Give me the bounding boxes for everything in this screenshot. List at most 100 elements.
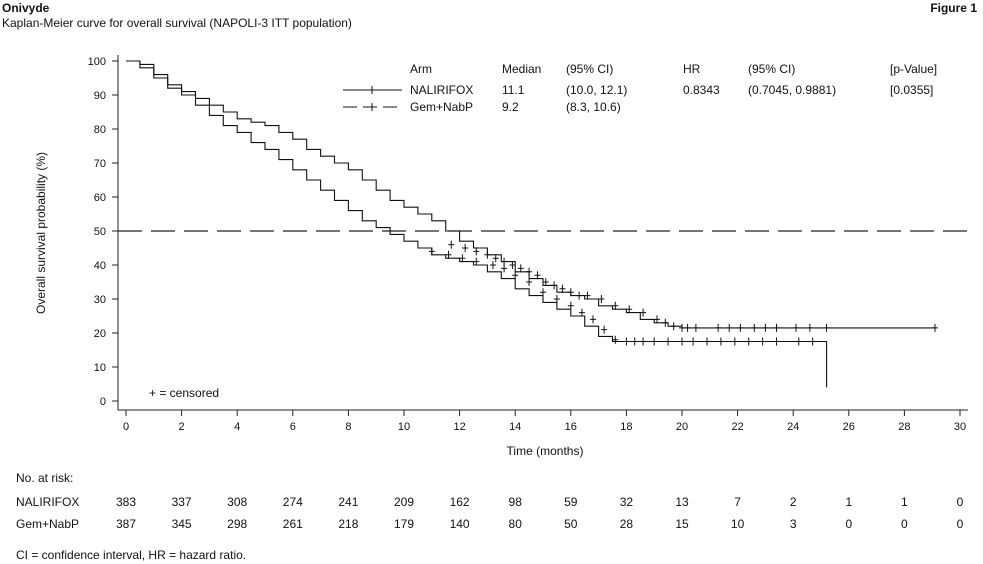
censor-mark bbox=[795, 337, 802, 346]
at-risk-value: 32 bbox=[620, 495, 634, 509]
censor-mark bbox=[584, 291, 591, 300]
legend-cell: (0.7045, 0.9881) bbox=[748, 83, 836, 97]
censor-mark bbox=[653, 315, 660, 324]
censor-mark bbox=[601, 325, 608, 334]
censor-mark bbox=[462, 244, 469, 252]
censor-mark bbox=[759, 337, 766, 346]
censor-mark bbox=[428, 247, 435, 256]
x-tick-label: 0 bbox=[123, 421, 129, 433]
at-risk-value: 218 bbox=[338, 517, 358, 531]
censor-mark bbox=[715, 323, 722, 332]
y-axis-label: Overall survival probability (%) bbox=[34, 152, 48, 314]
legend-header: (95% CI) bbox=[748, 62, 795, 76]
x-tick-label: 18 bbox=[620, 421, 632, 433]
at-risk-value: 261 bbox=[283, 517, 303, 531]
censor-mark bbox=[567, 288, 574, 297]
at-risk-value: 1 bbox=[845, 495, 852, 509]
censor-mark bbox=[762, 323, 769, 332]
footnote: CI = confidence interval, HR = hazard ra… bbox=[16, 548, 247, 562]
x-tick-label: 16 bbox=[565, 421, 577, 433]
x-tick-label: 2 bbox=[179, 421, 185, 433]
at-risk-value: 50 bbox=[564, 517, 578, 531]
censor-mark bbox=[773, 323, 780, 332]
at-risk-value: 80 bbox=[509, 517, 523, 531]
x-tick-label: 20 bbox=[676, 421, 688, 433]
censor-mark bbox=[590, 315, 597, 324]
at-risk-value: 241 bbox=[338, 495, 358, 509]
censored-note: + = censored bbox=[149, 386, 219, 400]
censor-mark bbox=[509, 261, 516, 269]
at-risk-value: 0 bbox=[845, 517, 852, 531]
censor-mark bbox=[473, 247, 480, 256]
y-tick-label: 80 bbox=[94, 124, 106, 136]
y-tick-label: 0 bbox=[100, 396, 106, 408]
x-tick-label: 28 bbox=[898, 421, 910, 433]
legend: Arm Median (95% CI) HR (95% CI) [p-Value] NALI… bbox=[343, 62, 937, 114]
at-risk-value: 179 bbox=[394, 517, 414, 531]
censor-mark bbox=[792, 323, 799, 332]
censor-mark bbox=[704, 337, 711, 346]
censor-mark bbox=[737, 323, 744, 332]
censor-mark bbox=[684, 323, 691, 332]
at-risk-row-label: Gem+NabP bbox=[16, 517, 79, 531]
censor-mark bbox=[526, 267, 533, 276]
legend-header: Median bbox=[502, 62, 541, 76]
y-tick-label: 10 bbox=[94, 362, 106, 374]
censor-mark bbox=[809, 337, 816, 346]
at-risk-value: 3 bbox=[790, 517, 797, 531]
x-tick-label: 10 bbox=[398, 421, 410, 433]
censor-mark bbox=[665, 337, 672, 346]
at-risk-value: 7 bbox=[734, 495, 741, 509]
censor-mark bbox=[751, 323, 758, 332]
series-line-1 bbox=[126, 60, 828, 388]
x-tick-label: 6 bbox=[290, 421, 296, 433]
censor-mark bbox=[823, 323, 830, 332]
censor-mark bbox=[773, 337, 780, 346]
censor-mark bbox=[651, 337, 658, 346]
censor-mark bbox=[517, 264, 524, 273]
censor-mark bbox=[501, 257, 508, 266]
censor-mark bbox=[679, 323, 685, 332]
censor-mark bbox=[484, 250, 491, 259]
at-risk-value: 298 bbox=[227, 517, 247, 531]
y-tick-label: 30 bbox=[94, 294, 106, 306]
censor-mark bbox=[612, 301, 619, 310]
legend-cell: NALIRIFOX bbox=[410, 83, 473, 97]
legend-cell: Gem+NabP bbox=[410, 100, 473, 114]
brand-title: Onivyde bbox=[2, 1, 50, 15]
y-tick-label: 100 bbox=[88, 56, 106, 68]
x-tick-label: 12 bbox=[453, 421, 465, 433]
x-axis-label: Time (months) bbox=[507, 444, 584, 458]
at-risk-value: 0 bbox=[957, 517, 964, 531]
page-header: Onivyde Kaplan-Meier curve for overall s… bbox=[2, 1, 352, 31]
censor-mark bbox=[576, 291, 583, 300]
at-risk-table: No. at risk: NALIRIFOX 383 337 308 274 241 209 1… bbox=[16, 471, 964, 531]
at-risk-value: 0 bbox=[957, 495, 964, 509]
censor-mark bbox=[526, 278, 533, 286]
at-risk-value: 2 bbox=[790, 495, 797, 509]
y-tick-label: 70 bbox=[94, 158, 106, 170]
at-risk-value: 162 bbox=[450, 495, 470, 509]
censor-mark bbox=[459, 254, 466, 263]
censor-mark bbox=[578, 308, 585, 317]
legend-header: HR bbox=[683, 62, 701, 76]
censor-mark bbox=[640, 308, 647, 317]
censor-mark bbox=[670, 322, 677, 331]
censor-mark bbox=[612, 335, 619, 344]
censor-mark bbox=[473, 257, 480, 266]
at-risk-title: No. at risk: bbox=[16, 471, 73, 485]
at-risk-value: 15 bbox=[675, 517, 689, 531]
at-risk-value: 28 bbox=[620, 517, 634, 531]
legend-header: (95% CI) bbox=[566, 62, 613, 76]
at-risk-value: 10 bbox=[731, 517, 745, 531]
legend-cell: 9.2 bbox=[502, 100, 519, 114]
censor-mark bbox=[540, 288, 546, 297]
legend-cell: 0.8343 bbox=[683, 83, 720, 97]
censor-mark bbox=[492, 254, 499, 263]
x-tick-label: 8 bbox=[345, 421, 351, 433]
x-tick-label: 14 bbox=[509, 421, 521, 433]
at-risk-value: 1 bbox=[901, 495, 908, 509]
censor-mark bbox=[542, 278, 549, 286]
at-risk-value: 308 bbox=[227, 495, 247, 509]
legend-cell: [0.0355] bbox=[890, 83, 933, 97]
